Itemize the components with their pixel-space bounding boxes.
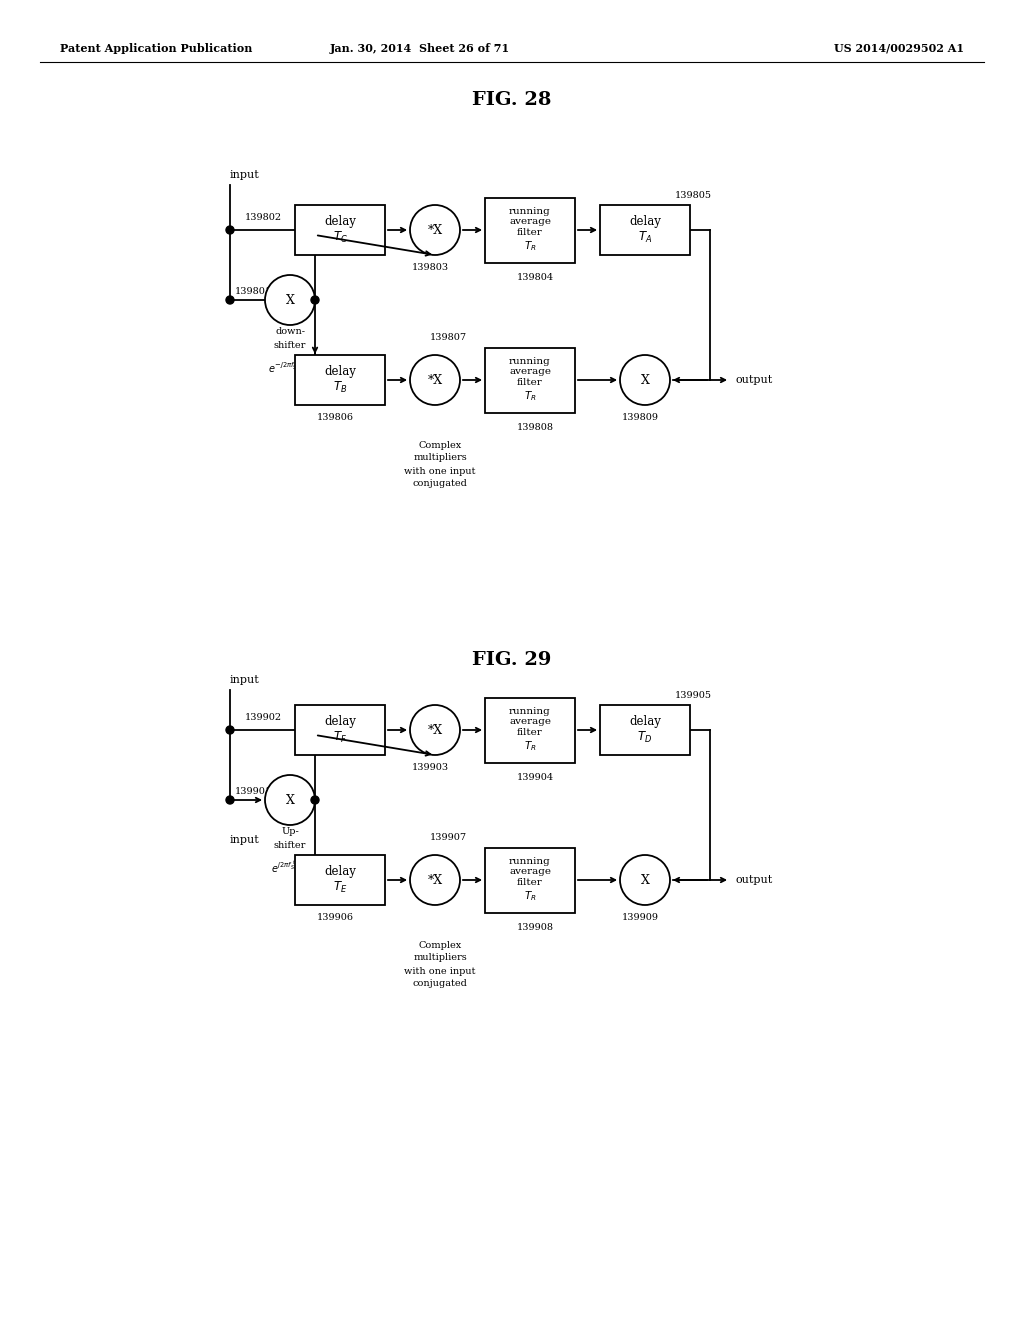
Text: $e^{-j2\pi f_{SH}^{\ t}}$: $e^{-j2\pi f_{SH}^{\ t}}$ (268, 360, 302, 375)
Text: output: output (735, 375, 772, 385)
Text: multipliers: multipliers (413, 454, 467, 462)
Circle shape (265, 775, 315, 825)
Text: X: X (286, 793, 295, 807)
Text: delay
$T_F$: delay $T_F$ (324, 714, 356, 746)
Bar (295, 705, 385, 755)
Circle shape (410, 355, 460, 405)
Text: with one input: with one input (404, 966, 476, 975)
Text: running
average
filter
$T_R$: running average filter $T_R$ (509, 356, 551, 404)
Text: 139906: 139906 (316, 913, 353, 923)
Text: *X: *X (427, 874, 442, 887)
Text: *X: *X (427, 374, 442, 387)
Text: X: X (641, 374, 649, 387)
Circle shape (410, 855, 460, 906)
Text: X: X (286, 293, 295, 306)
Text: 139904: 139904 (516, 774, 554, 783)
Text: down-: down- (275, 327, 305, 337)
Text: 139901: 139901 (234, 788, 272, 796)
Text: *X: *X (427, 223, 442, 236)
Text: delay
$T_B$: delay $T_B$ (324, 364, 356, 396)
Text: 139908: 139908 (516, 924, 554, 932)
Text: running
average
filter
$T_R$: running average filter $T_R$ (509, 706, 551, 754)
Text: delay
$T_A$: delay $T_A$ (629, 215, 660, 246)
Text: delay
$T_D$: delay $T_D$ (629, 714, 660, 746)
Text: 139903: 139903 (412, 763, 449, 772)
Circle shape (311, 796, 319, 804)
Text: conjugated: conjugated (413, 479, 467, 488)
Text: 139807: 139807 (430, 334, 467, 342)
Circle shape (311, 296, 319, 304)
Text: multipliers: multipliers (413, 953, 467, 962)
Text: delay
$T_E$: delay $T_E$ (324, 865, 356, 895)
Circle shape (226, 796, 234, 804)
Text: running
average
filter
$T_R$: running average filter $T_R$ (509, 857, 551, 903)
Bar (295, 855, 385, 906)
Text: input: input (230, 836, 260, 845)
Bar (485, 847, 575, 912)
Text: $e^{j2\pi f_{SH}^{\ t}}$: $e^{j2\pi f_{SH}^{\ t}}$ (271, 861, 299, 875)
Text: 139902: 139902 (245, 714, 283, 722)
Circle shape (410, 705, 460, 755)
Bar (485, 347, 575, 412)
Text: 139805: 139805 (675, 190, 712, 199)
Text: Up-: Up- (282, 828, 299, 837)
Text: FIG. 29: FIG. 29 (472, 651, 552, 669)
Circle shape (226, 226, 234, 234)
Text: 139801: 139801 (234, 288, 272, 297)
Text: Patent Application Publication: Patent Application Publication (60, 42, 252, 54)
Text: running
average
filter
$T_R$: running average filter $T_R$ (509, 207, 551, 253)
Text: 139802: 139802 (245, 214, 283, 223)
Text: input: input (230, 675, 260, 685)
Bar (485, 697, 575, 763)
Text: 139907: 139907 (430, 833, 467, 842)
Text: Jan. 30, 2014  Sheet 26 of 71: Jan. 30, 2014 Sheet 26 of 71 (330, 42, 510, 54)
Text: Complex: Complex (419, 940, 462, 949)
Text: 139808: 139808 (516, 424, 554, 433)
Circle shape (226, 726, 234, 734)
Text: US 2014/0029502 A1: US 2014/0029502 A1 (834, 42, 964, 54)
Circle shape (620, 855, 670, 906)
Text: with one input: with one input (404, 466, 476, 475)
Text: output: output (735, 875, 772, 884)
Text: Complex: Complex (419, 441, 462, 450)
Text: delay
$T_C$: delay $T_C$ (324, 215, 356, 246)
Bar (295, 355, 385, 405)
Text: 139806: 139806 (316, 413, 353, 422)
Circle shape (265, 275, 315, 325)
Circle shape (410, 205, 460, 255)
Text: 139809: 139809 (622, 413, 658, 422)
Bar (295, 205, 385, 255)
Text: 139804: 139804 (516, 273, 554, 282)
Text: shifter: shifter (273, 341, 306, 350)
Text: conjugated: conjugated (413, 979, 467, 989)
Circle shape (226, 296, 234, 304)
Text: 139909: 139909 (622, 913, 658, 923)
Text: shifter: shifter (273, 841, 306, 850)
Circle shape (620, 355, 670, 405)
Bar (600, 205, 690, 255)
Text: input: input (230, 170, 260, 180)
Text: X: X (641, 874, 649, 887)
Text: *X: *X (427, 723, 442, 737)
Text: 139803: 139803 (412, 264, 449, 272)
Bar (485, 198, 575, 263)
Text: FIG. 28: FIG. 28 (472, 91, 552, 110)
Bar (600, 705, 690, 755)
Text: 139905: 139905 (675, 690, 712, 700)
